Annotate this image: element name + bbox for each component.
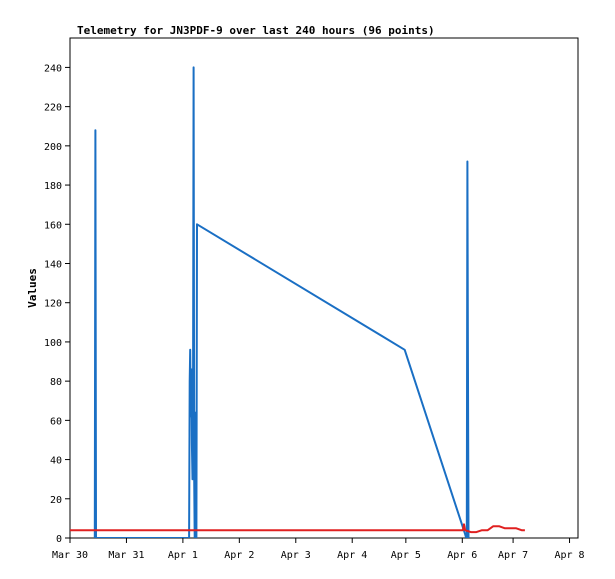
y-tick-label: 140 [44, 259, 62, 270]
y-tick-label: 120 [44, 299, 62, 310]
y-tick-label: 80 [50, 377, 62, 388]
y-tick-label: 240 [44, 63, 62, 74]
x-tick-label: Mar 30 [52, 550, 88, 561]
y-tick-label: 0 [56, 534, 62, 545]
plot-frame [69, 37, 579, 539]
x-tick-label: Mar 31 [108, 550, 144, 561]
y-tick-label: 20 [50, 495, 62, 506]
y-tick-label: 60 [50, 416, 62, 427]
series-line-1 [93, 66, 470, 538]
series-layer [70, 66, 525, 538]
y-tick-label: 100 [44, 338, 62, 349]
x-axis: Mar 30 Mar 31 Apr 1 Apr 2 Apr 3 Apr 4 Apr 5 Apr… [52, 538, 585, 561]
series-line-2 [70, 523, 525, 534]
x-tick-label: Apr 7 [498, 550, 528, 561]
y-tick-label: 40 [50, 456, 62, 467]
y-axis-label: Values [26, 268, 39, 308]
x-tick-label: Apr 8 [554, 550, 584, 561]
y-tick-label: 180 [44, 181, 62, 192]
x-tick-label: Apr 6 [447, 550, 477, 561]
x-tick-label: Apr 3 [281, 550, 311, 561]
y-tick-label: 200 [44, 142, 62, 153]
x-tick-label: Apr 5 [391, 550, 421, 561]
y-axis: 0 20 40 60 80 100 120 140 160 180 200 220 240 [44, 63, 70, 545]
x-tick-label: Apr 1 [168, 550, 198, 561]
y-tick-label: 160 [44, 220, 62, 231]
chart-title: Telemetry for JN3PDF-9 over last 240 hou… [77, 24, 435, 37]
x-tick-label: Apr 4 [337, 550, 367, 561]
x-tick-label: Apr 2 [224, 550, 254, 561]
y-tick-label: 220 [44, 103, 62, 114]
